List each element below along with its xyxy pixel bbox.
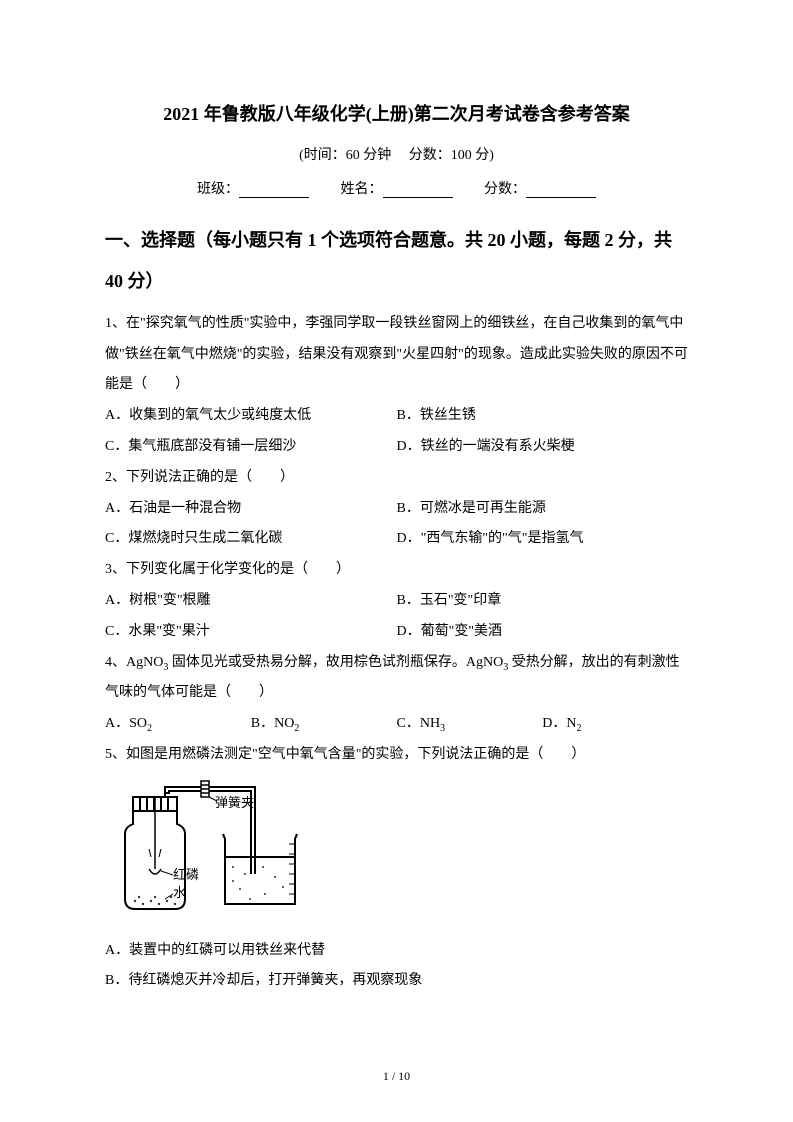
- q4-option-d: D．N2: [542, 709, 688, 740]
- q2-option-b: B．可燃冰是可再生能源: [397, 494, 689, 525]
- q3-option-b: B．玉石"变"印章: [397, 586, 689, 617]
- page-number: 1 / 10: [0, 1069, 793, 1084]
- q1-option-c: C．集气瓶底部没有铺一层细沙: [105, 432, 397, 463]
- clip-label: 弹簧夹: [215, 795, 254, 810]
- q4-text: 4、AgNO3 固体见光或受热易分解，故用棕色试剂瓶保存。AgNO3 受热分解，…: [105, 648, 688, 710]
- q2-option-c: C．煤燃烧时只生成二氧化碳: [105, 524, 397, 555]
- q2-text: 2、下列说法正确的是（ ）: [105, 463, 688, 494]
- class-blank[interactable]: [239, 182, 309, 198]
- exam-subtitle: (时间：60 分钟 分数：100 分): [105, 144, 688, 164]
- q2-option-d: D．"西气东输"的"气"是指氢气: [397, 524, 689, 555]
- q1-option-d: D．铁丝的一端没有系火柴梗: [397, 432, 689, 463]
- water-label: 水: [173, 885, 186, 900]
- q5-text: 5、如图是用燃磷法测定"空气中氧气含量"的实验，下列说法正确的是（ ）: [105, 740, 688, 771]
- q3-option-a: A．树根"变"根雕: [105, 586, 397, 617]
- q3-option-c: C．水果"变"果汁: [105, 617, 397, 648]
- q3-option-d: D．葡萄"变"美酒: [397, 617, 689, 648]
- q4-option-a: A．SO2: [105, 709, 251, 740]
- class-label: 班级：: [197, 182, 239, 197]
- q1-text: 1、在"探究氧气的性质"实验中，李强同学取一段铁丝窗网上的细铁丝，在自己收集到的…: [105, 309, 688, 401]
- exam-title: 2021 年鲁教版八年级化学(上册)第二次月考试卷含参考答案: [105, 100, 688, 126]
- student-info-row: 班级： 姓名： 分数：: [105, 178, 688, 198]
- q5-option-a: A．装置中的红磷可以用铁丝来代替: [105, 936, 688, 967]
- score-blank[interactable]: [526, 182, 596, 198]
- q1-option-a: A．收集到的氧气太少或纯度太低: [105, 401, 397, 432]
- name-blank[interactable]: [383, 182, 453, 198]
- score-label: 分数：: [484, 182, 526, 197]
- q2-option-a: A．石油是一种混合物: [105, 494, 397, 525]
- q4-option-b: B．NO2: [251, 709, 397, 740]
- experiment-diagram: 弹簧夹 红磷 水: [105, 779, 688, 932]
- section-header: 一、选择题（每小题只有 1 个选项符合题意。共 20 小题，每题 2 分，共 4…: [105, 220, 688, 303]
- name-label: 姓名：: [341, 182, 383, 197]
- q1-option-b: B．铁丝生锈: [397, 401, 689, 432]
- q4-option-c: C．NH3: [397, 709, 543, 740]
- q5-option-b: B．待红磷熄灭并冷却后，打开弹簧夹，再观察现象: [105, 966, 688, 997]
- phosphorus-label: 红磷: [173, 867, 199, 882]
- q3-text: 3、下列变化属于化学变化的是（ ）: [105, 555, 688, 586]
